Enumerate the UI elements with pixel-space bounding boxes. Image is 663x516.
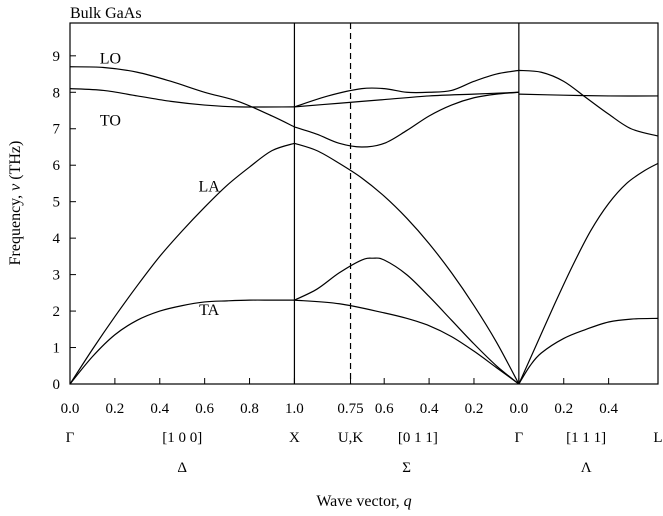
- y-tick-label: 4: [53, 231, 61, 247]
- symmetry-point-label: U,K: [338, 430, 364, 446]
- branch-label: TO: [100, 113, 121, 130]
- x-tick-label: 0.0: [509, 401, 528, 417]
- zone-separators: [293, 23, 520, 384]
- dispersion-branch-line: [69, 142, 295, 385]
- direction-label: Σ: [402, 460, 411, 476]
- symmetry-point-labels: Γ [1 0 0] X U,K [0 1 1] Γ [1 1 1] L: [66, 430, 663, 446]
- x-tick-label: 1.0: [285, 401, 304, 417]
- symmetry-point-label: L: [653, 430, 662, 446]
- direction-label: Δ: [177, 460, 187, 476]
- y-tick-label: 0: [53, 377, 61, 393]
- symmetry-point-label: [1 0 0]: [162, 430, 202, 446]
- x-tick-label: 0.2: [465, 401, 484, 417]
- x-axis-label-main: Wave vector,: [316, 493, 403, 510]
- y-axis-ticks: 0 1 2 3 4 5 6 7 8 9: [53, 49, 76, 393]
- dispersion-branch-line: [518, 162, 659, 385]
- symmetry-point-label: Γ: [66, 430, 75, 446]
- dispersion-branch-line: [294, 91, 519, 148]
- dispersion-branch-line: [294, 69, 519, 108]
- y-tick-label: 3: [53, 268, 61, 284]
- x-tick-label: 0.75: [337, 401, 363, 417]
- dispersion-branch-line: [294, 142, 520, 385]
- dispersion-branch-line: [518, 317, 659, 385]
- x-tick-label: 0.6: [195, 401, 214, 417]
- x-axis-label-symbol: q: [404, 493, 412, 510]
- chart-title: Bulk GaAs: [70, 5, 142, 22]
- y-axis-label: Frequency, ν (THz): [7, 141, 24, 266]
- branch-label: LO: [100, 51, 121, 68]
- x-axis-label: Wave vector, q: [316, 493, 411, 510]
- dispersion-branch-line: [294, 91, 519, 108]
- x-tick-label: 0.2: [106, 401, 125, 417]
- dispersion-branch-line: [294, 299, 520, 385]
- y-tick-label: 2: [53, 304, 61, 320]
- dispersion-branch-line: [69, 299, 295, 385]
- dispersion-branch-line: [69, 66, 295, 128]
- branch-labels: LO TO LA TA: [100, 51, 221, 320]
- branch-label: TA: [199, 302, 219, 319]
- plot-frame: [69, 22, 659, 385]
- dispersion-branch-line: [518, 93, 659, 97]
- dispersion-branch-line: [518, 69, 659, 137]
- y-axis-label-symbol: ν: [7, 183, 24, 191]
- x-tick-label: 0.4: [599, 401, 618, 417]
- y-axis-label-unit: (THz): [7, 141, 24, 184]
- symmetry-point-label: [1 1 1]: [566, 430, 606, 446]
- x-axis-ticks: 0.0 0.2 0.4 0.6 0.8 1.0 0.75 0.6 0.4 0.2 0.0 0.2 0.4: [61, 378, 619, 417]
- symmetry-point-label: X: [289, 430, 300, 446]
- x-tick-label: 0.8: [240, 401, 259, 417]
- y-axis-label-main: Frequency,: [7, 191, 24, 266]
- x-tick-label: 0.6: [375, 401, 394, 417]
- y-tick-label: 9: [53, 49, 61, 65]
- symmetry-point-label: Γ: [515, 430, 524, 446]
- symmetry-point-label: [0 1 1]: [398, 430, 438, 446]
- direction-label: Λ: [581, 460, 592, 476]
- dispersion-branch-line: [294, 257, 520, 385]
- y-tick-label: 5: [53, 195, 61, 211]
- y-tick-label: 7: [53, 122, 61, 138]
- x-tick-label: 0.4: [420, 401, 439, 417]
- dispersion-branch-line: [69, 88, 295, 108]
- y-tick-label: 6: [53, 158, 61, 174]
- branch-label: LA: [198, 178, 220, 195]
- dispersion-curves: [69, 66, 659, 385]
- y-tick-label: 1: [53, 341, 61, 357]
- x-tick-label: 0.0: [61, 401, 80, 417]
- x-tick-label: 0.2: [554, 401, 573, 417]
- y-tick-label: 8: [53, 85, 61, 101]
- x-tick-label: 0.4: [150, 401, 169, 417]
